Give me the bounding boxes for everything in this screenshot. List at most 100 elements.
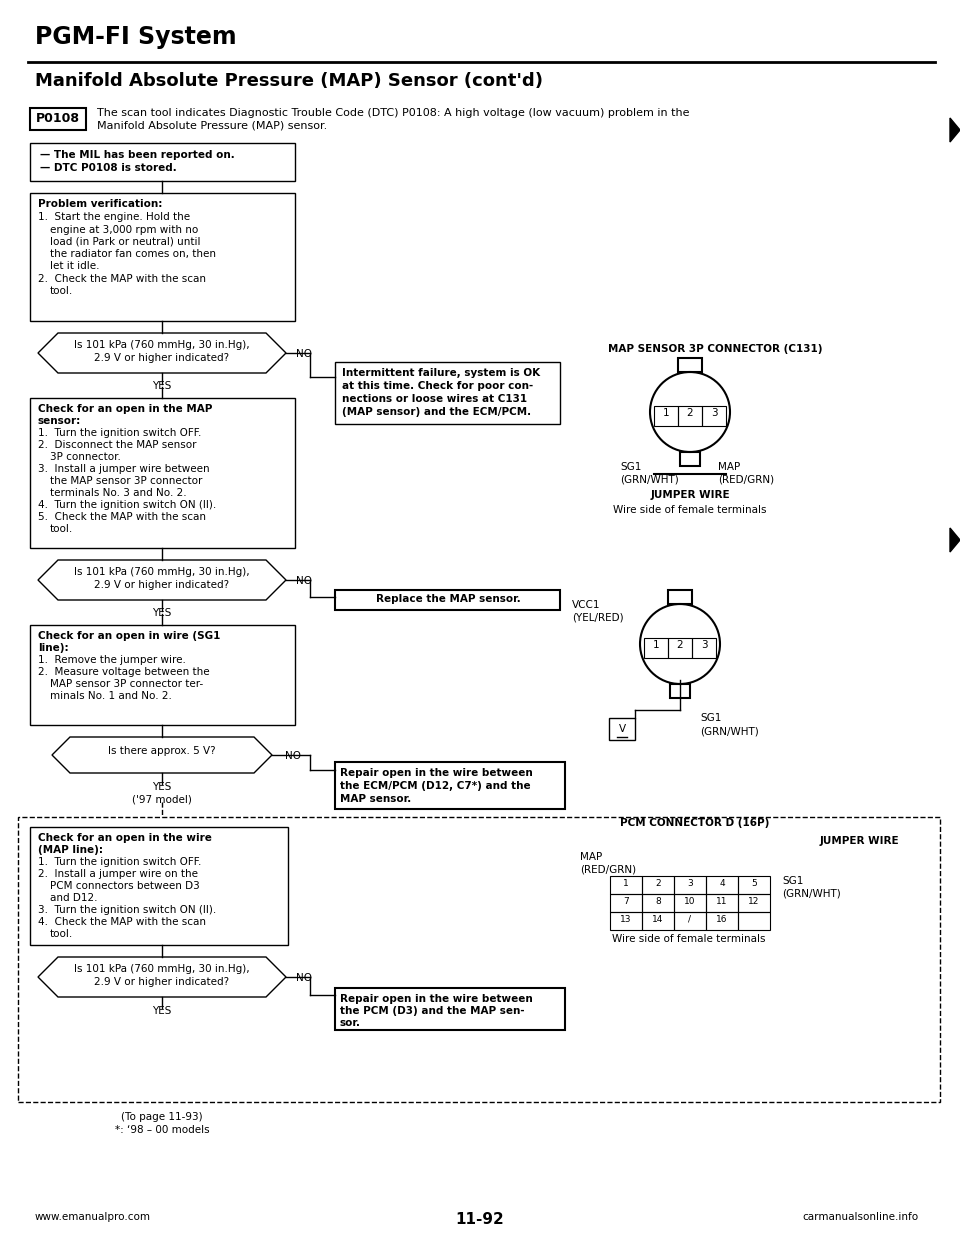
Text: 11: 11 — [716, 897, 728, 905]
Text: 7: 7 — [623, 897, 629, 905]
Text: 12: 12 — [748, 897, 759, 905]
Text: 3P connector.: 3P connector. — [50, 452, 121, 462]
Text: PCM CONNECTOR D (16P): PCM CONNECTOR D (16P) — [620, 818, 770, 828]
Bar — [335, 590, 560, 610]
Polygon shape — [950, 528, 960, 551]
Bar — [30, 625, 295, 725]
Bar — [642, 912, 674, 930]
Text: YES: YES — [153, 609, 172, 619]
Text: (GRN/WHT): (GRN/WHT) — [700, 727, 758, 737]
Text: 3: 3 — [687, 878, 693, 888]
Bar — [30, 108, 86, 130]
Bar — [30, 827, 288, 945]
Text: 16: 16 — [716, 914, 728, 924]
Text: JUMPER WIRE: JUMPER WIRE — [650, 491, 730, 501]
Text: tool.: tool. — [50, 929, 73, 939]
Text: 2.  Check the MAP with the scan: 2. Check the MAP with the scan — [38, 274, 206, 284]
Text: YES: YES — [153, 782, 172, 792]
Text: (RED/GRN): (RED/GRN) — [718, 474, 774, 484]
Text: VCC1: VCC1 — [572, 600, 601, 610]
Polygon shape — [950, 118, 960, 142]
Bar — [335, 763, 565, 809]
Bar — [738, 876, 770, 894]
Text: NO: NO — [296, 576, 312, 586]
Text: PCM connectors between D3: PCM connectors between D3 — [50, 881, 200, 891]
Bar — [644, 638, 668, 658]
Text: 5: 5 — [751, 878, 756, 888]
Bar — [642, 894, 674, 912]
Text: Is there approx. 5 V?: Is there approx. 5 V? — [108, 746, 216, 756]
Text: (YEL/RED): (YEL/RED) — [572, 614, 624, 623]
Bar — [335, 987, 565, 1030]
Text: the MAP sensor 3P connector: the MAP sensor 3P connector — [50, 476, 203, 486]
Text: Manifold Absolute Pressure (MAP) sensor.: Manifold Absolute Pressure (MAP) sensor. — [97, 120, 327, 130]
Text: Is 101 kPa (760 mmHg, 30 in.Hg),: Is 101 kPa (760 mmHg, 30 in.Hg), — [74, 340, 250, 350]
Text: YES: YES — [153, 1006, 172, 1016]
Bar — [674, 894, 706, 912]
Text: 2: 2 — [677, 640, 684, 650]
Bar — [702, 406, 726, 426]
Text: tool.: tool. — [50, 286, 73, 296]
Text: (MAP sensor) and the ECM/PCM.: (MAP sensor) and the ECM/PCM. — [342, 407, 531, 417]
Text: sensor:: sensor: — [38, 416, 82, 426]
Text: 14: 14 — [652, 914, 663, 924]
Text: load (in Park or neutral) until: load (in Park or neutral) until — [50, 237, 201, 247]
Text: *: ‘98 – 00 models: *: ‘98 – 00 models — [114, 1125, 209, 1135]
Text: nections or loose wires at C131: nections or loose wires at C131 — [342, 394, 527, 404]
Text: let it idle.: let it idle. — [50, 261, 100, 271]
Bar — [668, 638, 692, 658]
Text: 8: 8 — [655, 897, 660, 905]
Text: Repair open in the wire between: Repair open in the wire between — [340, 994, 533, 1004]
Text: (MAP line):: (MAP line): — [38, 845, 103, 854]
Text: 13: 13 — [620, 914, 632, 924]
Text: SG1: SG1 — [700, 713, 721, 723]
Text: (RED/GRN): (RED/GRN) — [580, 864, 636, 876]
Text: The scan tool indicates Diagnostic Trouble Code (DTC) P0108: A high voltage (low: The scan tool indicates Diagnostic Troub… — [97, 108, 689, 118]
Text: Problem verification:: Problem verification: — [38, 199, 162, 209]
Text: 1.  Turn the ignition switch OFF.: 1. Turn the ignition switch OFF. — [38, 857, 202, 867]
Text: 2.  Measure voltage between the: 2. Measure voltage between the — [38, 667, 209, 677]
Bar — [706, 912, 738, 930]
Text: /: / — [688, 914, 691, 924]
Bar — [670, 684, 690, 698]
Text: Check for an open in the wire: Check for an open in the wire — [38, 833, 212, 843]
Text: at this time. Check for poor con-: at this time. Check for poor con- — [342, 381, 533, 391]
Bar — [706, 876, 738, 894]
Text: Intermittent failure, system is OK: Intermittent failure, system is OK — [342, 368, 540, 378]
Text: MAP SENSOR 3P CONNECTOR (C131): MAP SENSOR 3P CONNECTOR (C131) — [608, 344, 823, 354]
Bar — [692, 638, 716, 658]
Text: — DTC P0108 is stored.: — DTC P0108 is stored. — [40, 163, 177, 173]
Bar — [680, 452, 700, 466]
Text: SG1: SG1 — [782, 876, 804, 886]
Text: 4: 4 — [719, 878, 725, 888]
Bar — [674, 876, 706, 894]
Text: Wire side of female terminals: Wire side of female terminals — [613, 505, 767, 515]
Text: Manifold Absolute Pressure (MAP) Sensor (cont'd): Manifold Absolute Pressure (MAP) Sensor … — [35, 72, 543, 89]
Bar — [18, 817, 940, 1102]
Text: Repair open in the wire between: Repair open in the wire between — [340, 768, 533, 777]
Text: sor.: sor. — [340, 1018, 361, 1028]
Bar — [674, 912, 706, 930]
Bar — [642, 876, 674, 894]
Bar — [678, 358, 702, 373]
Bar — [30, 397, 295, 548]
Text: the radiator fan comes on, then: the radiator fan comes on, then — [50, 248, 216, 260]
Bar — [30, 143, 295, 181]
Text: Wire side of female terminals: Wire side of female terminals — [612, 934, 765, 944]
Text: 10: 10 — [684, 897, 696, 905]
Text: (GRN/WHT): (GRN/WHT) — [620, 474, 679, 484]
Text: 3.  Turn the ignition switch ON (II).: 3. Turn the ignition switch ON (II). — [38, 905, 216, 915]
Text: MAP sensor.: MAP sensor. — [340, 794, 411, 804]
Bar — [610, 876, 642, 894]
Text: 1.  Start the engine. Hold the: 1. Start the engine. Hold the — [38, 212, 190, 222]
Text: Replace the MAP sensor.: Replace the MAP sensor. — [375, 594, 520, 604]
Bar — [706, 894, 738, 912]
Text: engine at 3,000 rpm with no: engine at 3,000 rpm with no — [50, 225, 199, 235]
Text: 2.  Install a jumper wire on the: 2. Install a jumper wire on the — [38, 869, 198, 879]
Bar — [610, 912, 642, 930]
Bar — [668, 590, 692, 604]
Text: 1.  Turn the ignition switch OFF.: 1. Turn the ignition switch OFF. — [38, 428, 202, 438]
Text: 2: 2 — [655, 878, 660, 888]
Text: 2.  Disconnect the MAP sensor: 2. Disconnect the MAP sensor — [38, 440, 197, 450]
Text: tool.: tool. — [50, 524, 73, 534]
